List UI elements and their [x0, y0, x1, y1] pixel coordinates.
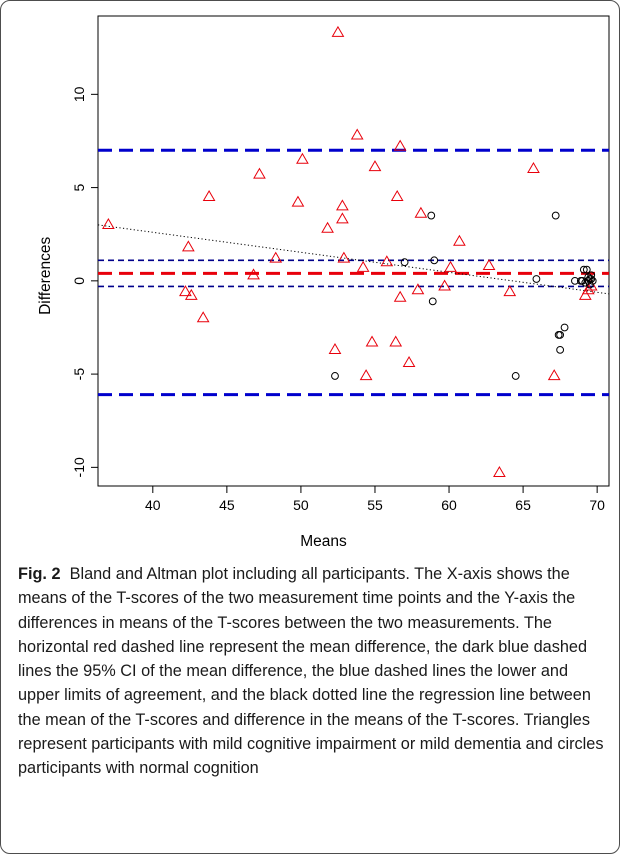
circle-point [556, 331, 565, 339]
triangle-point [350, 128, 364, 140]
triangle-point [482, 259, 496, 271]
triangle-point [368, 160, 382, 172]
y-axis-label: Differences [37, 237, 54, 315]
y-tick-label: 5 [71, 183, 87, 191]
triangle-point [253, 167, 266, 179]
triangle-point [331, 25, 345, 37]
triangle-point [390, 190, 404, 202]
triangle-point [181, 240, 195, 252]
circle-point [588, 276, 597, 285]
x-tick-label: 40 [145, 497, 161, 513]
plot-frame [97, 15, 610, 487]
triangle-point [581, 283, 595, 295]
triangle-point [336, 212, 349, 224]
x-tick-label: 60 [441, 497, 457, 513]
triangle-point [389, 335, 403, 347]
x-axis-label: Means [300, 533, 347, 550]
triangle-point [402, 356, 416, 368]
triangle-point [356, 260, 370, 272]
triangle-point [321, 221, 334, 233]
x-tick-label: 50 [293, 497, 309, 513]
x-tick-label: 45 [219, 497, 235, 513]
triangle-point [584, 279, 598, 291]
triangle-point [179, 285, 192, 297]
caption-label: Fig. 2 [18, 565, 61, 583]
figure-caption: Fig. 2 Bland and Altman plot including a… [18, 562, 610, 781]
bland-altman-plot: 40 45 50 55 60 65 70 -10 -5 0 5 10 Means Differences [37, 15, 610, 550]
triangle-point [196, 311, 210, 323]
triangle-point [547, 369, 561, 381]
triangle-point [393, 139, 407, 151]
triangle-point [493, 466, 506, 478]
x-tick-label: 65 [515, 497, 531, 513]
triangle-point [328, 342, 342, 354]
circle-point [427, 211, 436, 220]
triangle-point [336, 199, 349, 211]
circle-point [556, 345, 565, 354]
y-tick-label: 0 [71, 277, 87, 285]
triangle-point [444, 260, 457, 272]
circle-point [579, 265, 588, 274]
circle-point [582, 265, 591, 274]
triangle-point [337, 251, 351, 263]
triangle-point [359, 369, 373, 381]
caption-text: Bland and Altman plot including all part… [18, 565, 604, 778]
circle-point [571, 276, 579, 285]
y-tick-label: 10 [71, 86, 87, 102]
circle-point [560, 323, 569, 332]
circle-point [587, 275, 596, 283]
y-tick-label: -10 [71, 457, 87, 477]
triangle-point [578, 288, 592, 300]
triangle-point [365, 335, 379, 347]
x-tick-label: 55 [367, 497, 383, 513]
triangle-point [380, 255, 394, 267]
triangle-point [202, 190, 216, 202]
triangle-point [291, 195, 305, 207]
circle-point [331, 372, 339, 380]
regression-line [98, 224, 609, 295]
triangle-point [102, 218, 115, 229]
triangle-point [184, 288, 198, 300]
triangle-point [503, 285, 517, 297]
circle-point [428, 297, 437, 306]
circle-point [511, 372, 520, 380]
y-tick-label: -5 [71, 368, 87, 381]
circle-point [400, 258, 409, 267]
triangle-point [527, 162, 540, 174]
triangle-point [393, 290, 407, 302]
triangle-point [269, 251, 283, 263]
triangle-point [414, 206, 428, 218]
triangle-point [296, 152, 309, 164]
triangle-point [438, 279, 451, 291]
circle-point [587, 271, 596, 280]
triangle-point [453, 234, 466, 246]
circle-point [551, 211, 560, 220]
circle-point [430, 256, 439, 265]
triangle-point [247, 268, 260, 280]
circle-point [532, 275, 541, 283]
x-tick-label: 70 [589, 497, 605, 513]
triangle-point [411, 283, 425, 295]
